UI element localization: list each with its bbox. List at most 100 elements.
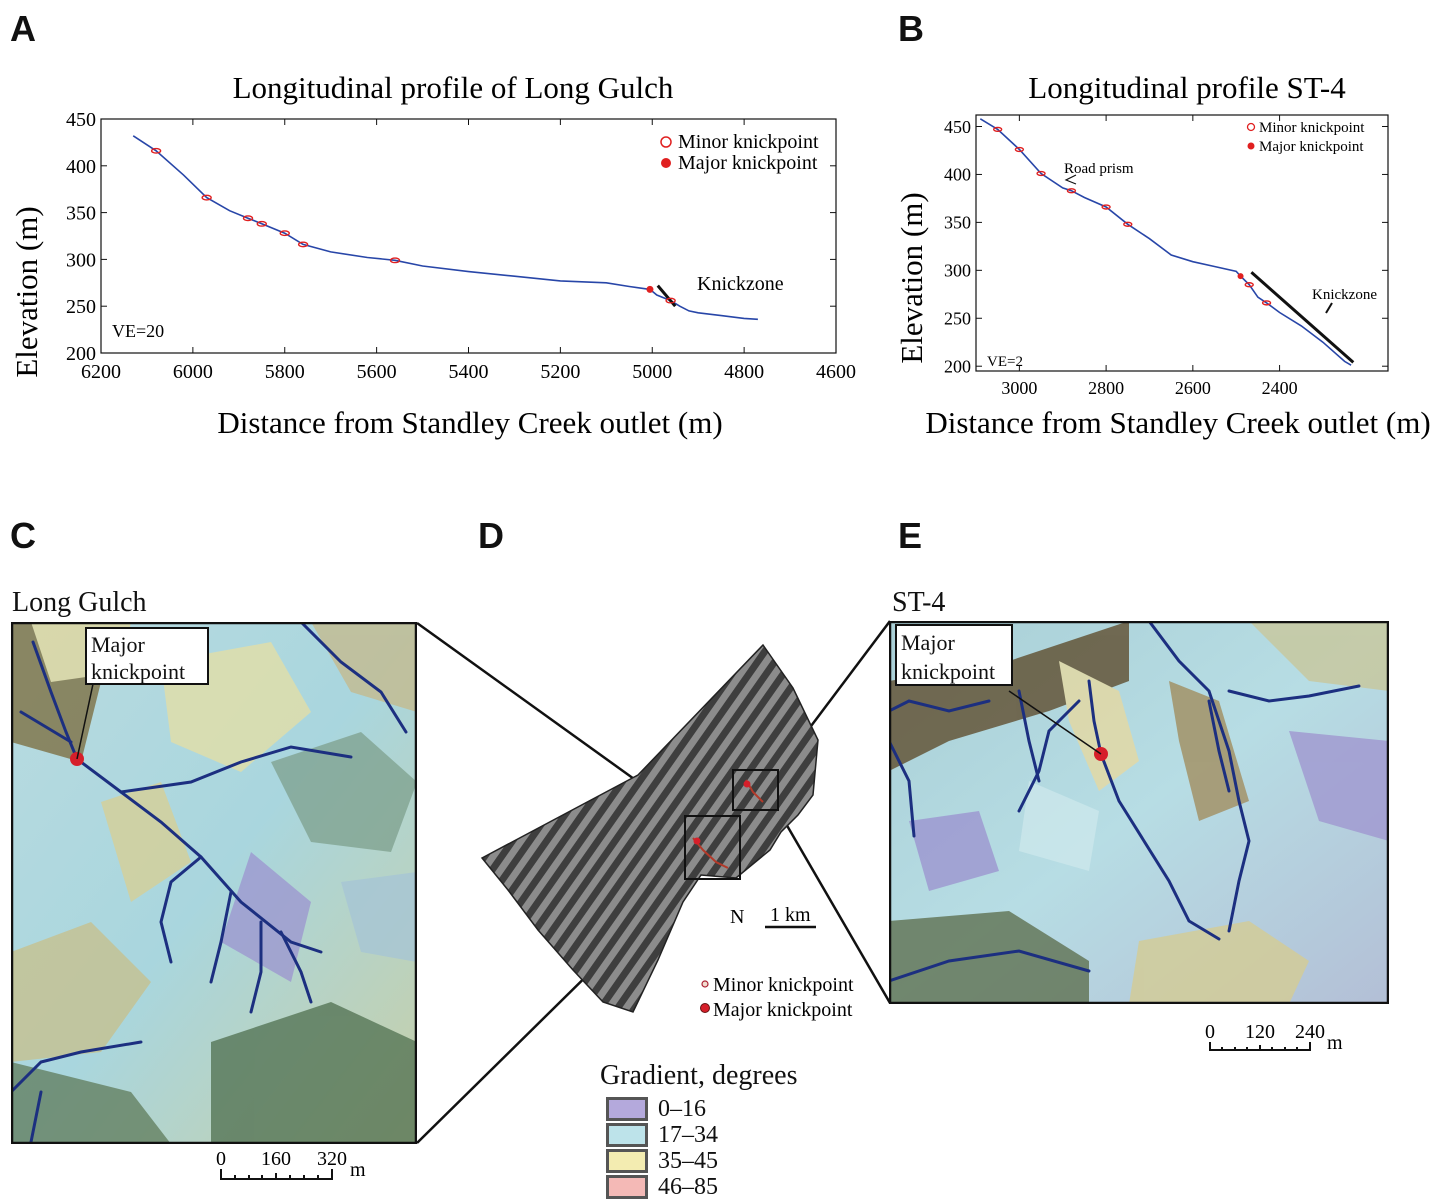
scale-c-unit: m <box>350 1159 366 1181</box>
map-c-streams <box>11 622 408 1144</box>
chart-b-title: Longitudinal profile ST-4 <box>1028 70 1346 105</box>
map-e-callout-line-2: knickpoint <box>901 659 996 684</box>
y-tick-label: 400 <box>66 156 96 178</box>
inset-box-c <box>684 815 741 880</box>
y-tick-label: 300 <box>944 261 971 281</box>
chart-b-legend: Minor knickpoint Major knickpoint <box>1246 120 1365 155</box>
panel-letter-c: C <box>10 515 36 556</box>
gradient-legend-title: Gradient, degrees <box>600 1060 798 1091</box>
y-tick-label: 350 <box>66 203 96 225</box>
legend-minor-knickpoint-marker <box>660 136 672 148</box>
legend-major-knickpoint-marker <box>700 1003 710 1013</box>
x-tick-label: 3000 <box>1001 378 1037 398</box>
connector-line <box>776 809 892 1004</box>
minor-knickpoint <box>389 257 401 264</box>
map-e <box>889 621 1389 1004</box>
gradient-swatch <box>606 1097 648 1121</box>
y-tick-label: 450 <box>66 109 96 131</box>
y-tick-label: 200 <box>66 343 96 365</box>
major-knickpoint <box>646 285 654 293</box>
knickzone-pointer <box>1325 302 1333 314</box>
chart-a-ylabel: Elevation (m) <box>9 206 44 377</box>
gradient-legend: Gradient, degrees 0–16 17–34 35–45 46–85 <box>600 1060 797 1200</box>
scale-c-label-2: 320 <box>317 1148 347 1170</box>
map-e-callout-line-1: Major <box>901 630 955 655</box>
chart-a-ve: VE=20 <box>112 321 164 341</box>
minor-knickpoint <box>150 147 162 154</box>
map-c-callout-box: Major knickpoint <box>85 627 209 685</box>
minor-knickpoint <box>279 230 290 237</box>
map-c <box>11 622 417 1144</box>
chart-b: Longitudinal profile ST-4 Elevation (m) … <box>894 70 1431 440</box>
gradient-swatch <box>606 1149 648 1173</box>
map-c-callout-line-1: Major <box>91 632 145 657</box>
minor-knickpoint <box>992 126 1003 133</box>
y-tick-label: 200 <box>944 357 971 377</box>
x-tick-label: 6200 <box>81 361 121 383</box>
x-tick-label: 6000 <box>173 361 213 383</box>
profile-line <box>132 135 758 321</box>
legend-major-knickpoint-marker <box>1247 142 1255 150</box>
chart-b-legend-minor: Minor knickpoint <box>1259 120 1365 136</box>
gradient-class-row: 0–16 <box>606 1096 797 1122</box>
x-tick-label: 2400 <box>1262 378 1298 398</box>
minor-knickpoint <box>256 220 267 227</box>
scale-e-label-0: 0 <box>1205 1021 1215 1043</box>
north-arrow-label: N <box>730 906 744 928</box>
map-d-scale-label: 1 km <box>770 904 811 926</box>
minor-knickpoint <box>1014 146 1025 153</box>
knickzone-line <box>1250 271 1355 364</box>
map-c-terrain <box>11 622 417 1144</box>
map-e-callout-leader <box>1008 690 1102 755</box>
x-tick-label: 4800 <box>724 361 764 383</box>
knickpoint-marker <box>693 837 701 845</box>
scale-e-unit: m <box>1327 1032 1343 1054</box>
scale-c-label-0: 0 <box>216 1148 226 1170</box>
chart-b-xlabel: Distance from Standley Creek outlet (m) <box>925 405 1430 440</box>
chart-a-legend-major: Major knickpoint <box>678 152 818 174</box>
gradient-class-label: 17–34 <box>658 1121 718 1148</box>
map-d-legend-major: Major knickpoint <box>713 999 853 1021</box>
minor-knickpoint <box>297 241 309 248</box>
x-tick-label: 2600 <box>1175 378 1211 398</box>
gradient-class-label: 35–45 <box>658 1147 718 1174</box>
legend-minor-knickpoint-marker <box>1246 122 1256 132</box>
map-e-title: ST-4 <box>892 587 946 618</box>
x-tick-label: 5000 <box>632 361 672 383</box>
chart-b-knickzone-label: Knickzone <box>1312 287 1377 303</box>
map-e-frame <box>889 621 1389 1004</box>
minor-knickpoint <box>665 297 676 304</box>
y-tick-label: 300 <box>66 249 96 271</box>
chart-a-xlabel: Distance from Standley Creek outlet (m) <box>217 405 722 440</box>
profile-line <box>979 118 1352 366</box>
gradient-class-row: 17–34 <box>606 1122 797 1148</box>
map-c-title: Long Gulch <box>12 587 147 618</box>
minor-knickpoint <box>1036 170 1046 177</box>
chart-a-plot: 6200 6000 5800 5600 5400 5200 5000 4800 4600 200 2… <box>66 109 856 383</box>
map-c-frame <box>11 622 417 1144</box>
knickpoint-marker <box>743 780 751 788</box>
chart-a: Longitudinal profile of Long Gulch Eleva… <box>9 70 856 440</box>
chart-b-ve: VE=2 <box>987 354 1023 370</box>
minor-knickpoint <box>242 215 254 222</box>
x-tick-label: 2800 <box>1088 378 1124 398</box>
map-e-callout-box: Major knickpoint <box>895 624 1013 686</box>
panel-letter-e: E <box>898 515 923 556</box>
gradient-class-label: 46–85 <box>658 1173 718 1200</box>
map-e-terrain <box>889 621 1389 1004</box>
map-c-scale-bar: 0 160 320 m <box>216 1148 366 1181</box>
chart-a-title: Longitudinal profile of Long Gulch <box>233 70 674 105</box>
watershed-hillshade <box>480 643 819 1013</box>
panel-letter-a: A <box>10 8 36 49</box>
chart-b-plot: 3000 2800 2600 2400 200 250 300 350 400 450 <box>944 114 1389 398</box>
map-d-legend-minor: Minor knickpoint <box>713 974 854 996</box>
gradient-swatch <box>606 1175 648 1199</box>
panel-letter-b: B <box>898 8 924 49</box>
scale-c-label-1: 160 <box>261 1148 291 1170</box>
minor-knickpoint <box>1261 300 1272 306</box>
x-tick-label: 5600 <box>357 361 397 383</box>
y-tick-label: 250 <box>66 296 96 318</box>
road-prism-arrow <box>1064 174 1077 185</box>
chart-b-ylabel: Elevation (m) <box>894 192 929 363</box>
x-tick-label: 5200 <box>540 361 580 383</box>
